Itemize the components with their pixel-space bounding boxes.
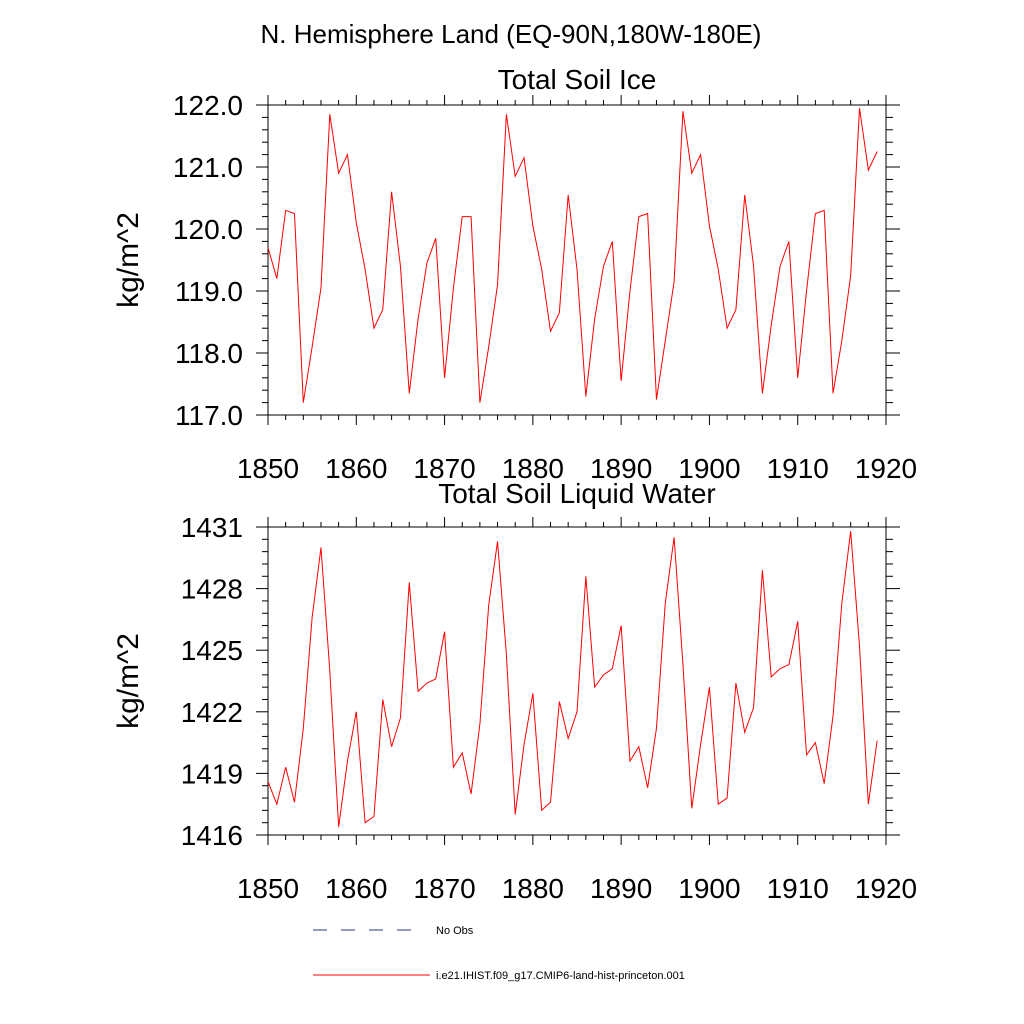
tick-group: 1850 1860 1870 1880 1890 1900 1910 1920 1416 1419…: [181, 512, 917, 904]
y-axis-label: kg/m^2: [112, 633, 145, 729]
chart-title: Total Soil Ice: [498, 64, 657, 95]
series-group: [267, 531, 878, 827]
x-tick-label: 1870: [413, 453, 475, 484]
y-tick-label: 121.0: [173, 152, 243, 183]
series-line: [267, 531, 878, 827]
x-tick-label: 1910: [767, 453, 829, 484]
x-tick-label: 1890: [590, 873, 652, 904]
legend: No Obs i.e21.IHIST.f09_g17.CMIP6-land-hi…: [313, 925, 685, 982]
x-tick-label: 1920: [855, 873, 917, 904]
y-tick-label: 1428: [181, 574, 243, 605]
x-tick-label: 1860: [325, 873, 387, 904]
y-tick-label: 1416: [181, 820, 243, 851]
legend-label-no-obs: No Obs: [436, 925, 474, 937]
x-tick-label: 1860: [325, 453, 387, 484]
x-tick-label: 1900: [678, 873, 740, 904]
chart-title: Total Soil Liquid Water: [438, 478, 716, 509]
plot-frame: [267, 526, 887, 836]
x-tick-label: 1850: [237, 873, 299, 904]
chart-total-soil-liquid-water: Total Soil Liquid Water kg/m^2 1850 1860 1…: [112, 478, 917, 904]
chart-total-soil-ice: Total Soil Ice kg/m^2 1850 1860 1870 1880 18…: [112, 64, 917, 484]
y-tick-label: 1419: [181, 758, 243, 789]
y-tick-label: 120.0: [173, 214, 243, 245]
legend-label-model-run: i.e21.IHIST.f09_g17.CMIP6-land-hist-prin…: [436, 970, 685, 982]
y-tick-label: 117.0: [175, 400, 243, 431]
y-tick-label: 1431: [181, 512, 243, 543]
tick-group: 1850 1860 1870 1880 1890 1900 1910 1920 117.0 118…: [173, 90, 917, 484]
x-tick-label: 1920: [855, 453, 917, 484]
plot-frame: [267, 104, 887, 416]
y-tick-label: 1422: [181, 697, 243, 728]
y-tick-label: 118.0: [175, 338, 243, 369]
x-tick-label: 1880: [502, 453, 564, 484]
x-tick-label: 1850: [237, 453, 299, 484]
y-tick-label: 119.0: [175, 276, 243, 307]
x-tick-label: 1910: [767, 873, 829, 904]
series-group: [267, 108, 878, 403]
page-title: N. Hemisphere Land (EQ-90N,180W-180E): [261, 19, 762, 49]
x-tick-label: 1870: [413, 873, 475, 904]
series-line: [267, 108, 878, 403]
y-axis-label: kg/m^2: [112, 212, 145, 308]
y-tick-label: 122.0: [173, 90, 243, 121]
x-tick-label: 1890: [590, 453, 652, 484]
y-tick-label: 1425: [181, 635, 243, 666]
x-tick-label: 1900: [678, 453, 740, 484]
x-tick-label: 1880: [502, 873, 564, 904]
